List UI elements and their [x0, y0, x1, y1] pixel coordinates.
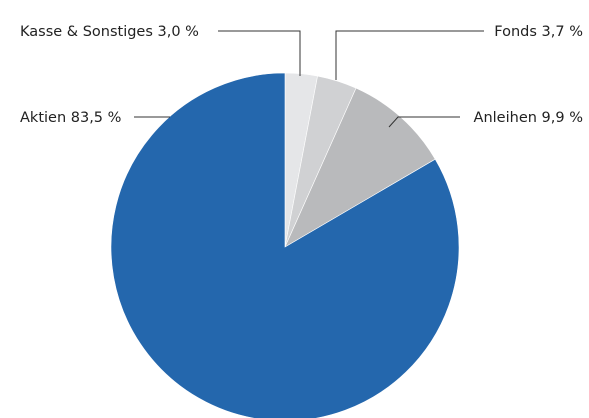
- slice-label-kasse: Kasse & Sonstiges 3,0 %: [20, 24, 199, 40]
- leader-line-kasse: [218, 30, 301, 76]
- leader-line-anleihen: [388, 116, 460, 128]
- pie-slice-aktien: [110, 72, 460, 418]
- slice-label-aktien: Aktien 83,5 %: [20, 110, 121, 126]
- pie-slices: [110, 72, 460, 418]
- leader-line-fonds: [335, 30, 484, 80]
- slice-label-fonds: Fonds 3,7 %: [494, 24, 583, 40]
- slice-label-anleihen: Anleihen 9,9 %: [474, 110, 583, 126]
